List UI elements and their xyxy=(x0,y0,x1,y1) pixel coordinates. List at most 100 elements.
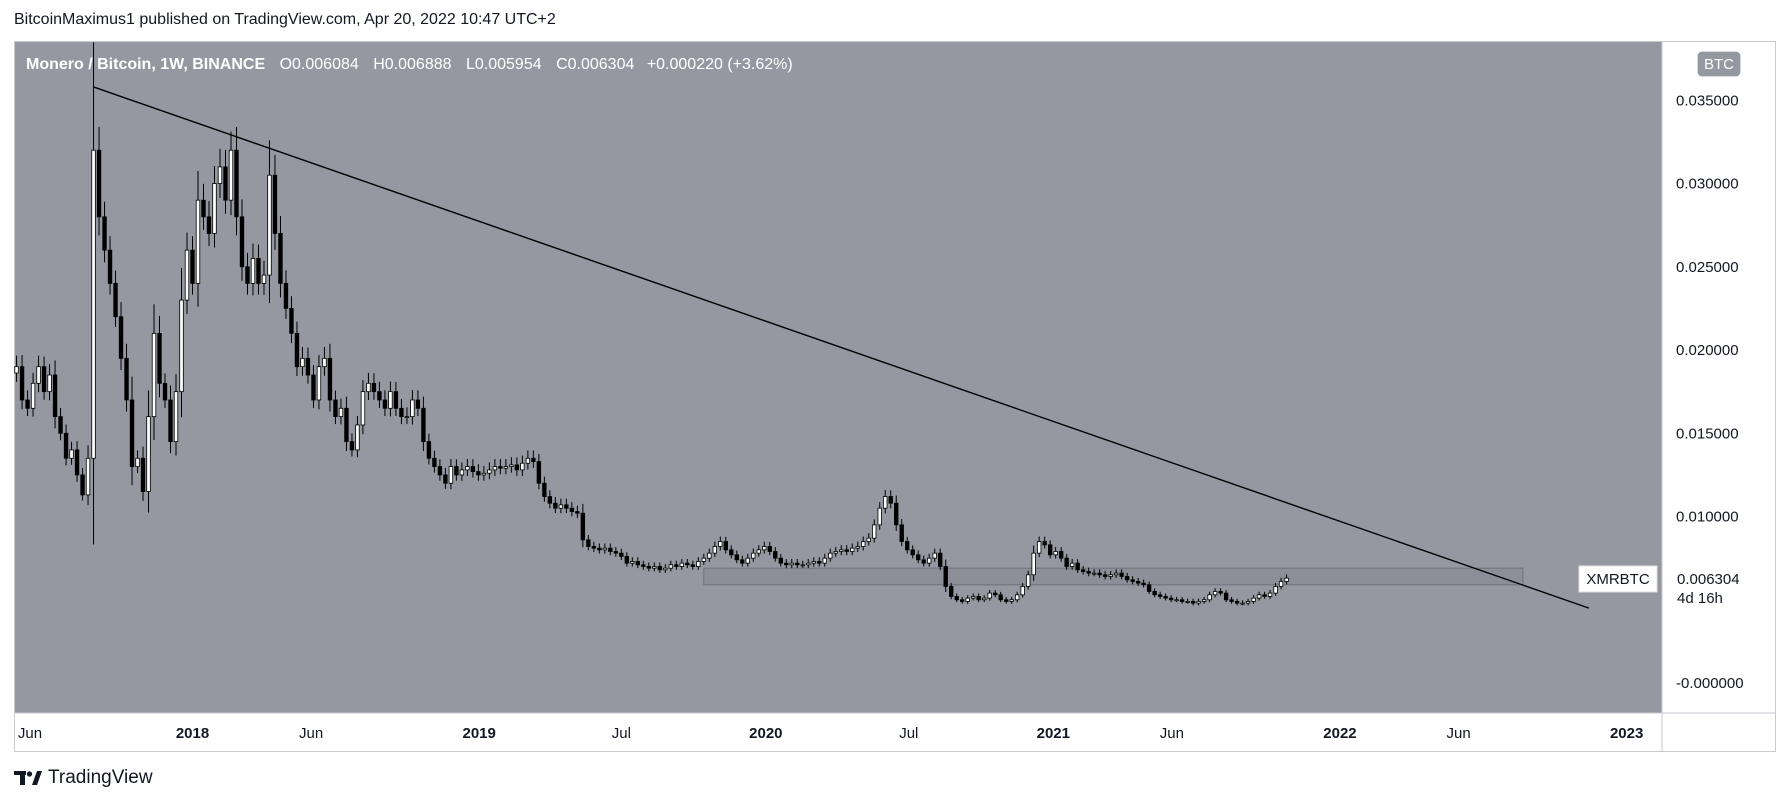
candle-body xyxy=(63,432,69,459)
candle xyxy=(591,541,597,552)
candle xyxy=(1218,588,1223,596)
candle-body xyxy=(938,552,943,567)
candle xyxy=(822,553,827,567)
candle xyxy=(1223,590,1229,603)
candle-body xyxy=(855,546,860,549)
candle-body xyxy=(1124,576,1130,581)
candle xyxy=(344,396,349,451)
candle xyxy=(272,154,278,250)
candle xyxy=(1064,554,1069,570)
candle xyxy=(899,519,904,547)
candle-body xyxy=(1091,572,1097,575)
candle xyxy=(877,502,882,530)
candle-body xyxy=(102,216,107,251)
candle xyxy=(690,560,695,570)
candle-body xyxy=(575,511,580,514)
candle-body xyxy=(767,546,772,552)
price-axis[interactable] xyxy=(1662,42,1775,713)
candle xyxy=(454,459,459,481)
candle-body xyxy=(1102,574,1108,577)
candle xyxy=(608,543,613,556)
candle-body xyxy=(833,551,838,554)
candle-body xyxy=(1256,594,1262,599)
candle xyxy=(377,381,382,408)
candle-body xyxy=(756,549,761,554)
candle xyxy=(657,562,663,573)
candle-body xyxy=(1278,581,1284,587)
candle-body xyxy=(272,174,278,234)
candle-body xyxy=(806,562,811,566)
candle xyxy=(756,545,761,557)
candle xyxy=(239,199,245,281)
candle xyxy=(162,373,168,408)
candle xyxy=(437,459,443,481)
candle-body xyxy=(811,561,816,564)
candle-body xyxy=(1042,541,1047,546)
candle xyxy=(982,595,987,603)
candle-body xyxy=(470,466,476,472)
legend-high-label: H xyxy=(373,56,385,73)
candle xyxy=(151,304,157,440)
candle xyxy=(855,541,860,552)
currency-badge[interactable]: BTC xyxy=(1696,50,1742,78)
candle xyxy=(828,548,833,562)
candle xyxy=(179,268,184,418)
candle xyxy=(168,385,173,454)
candle xyxy=(619,548,624,561)
candle-body xyxy=(564,504,569,509)
candle xyxy=(1262,591,1267,599)
legend-close-label: C xyxy=(556,56,568,73)
candle-body xyxy=(14,366,19,374)
candle-body xyxy=(388,391,393,409)
candle xyxy=(19,355,25,410)
candle-body xyxy=(1240,602,1245,605)
candle-body xyxy=(91,149,96,459)
candle xyxy=(1278,577,1284,590)
candle-body xyxy=(872,524,877,539)
candle-body xyxy=(663,567,668,571)
candle-body xyxy=(432,457,437,467)
candle xyxy=(476,464,481,481)
candle xyxy=(1168,595,1174,603)
plot-area[interactable] xyxy=(15,42,1662,713)
time-tick-label: 2023 xyxy=(1610,725,1643,742)
candle xyxy=(135,450,140,473)
candle xyxy=(679,558,684,570)
candle xyxy=(289,296,294,344)
candle xyxy=(503,459,509,475)
time-tick-label: Jun xyxy=(299,725,323,742)
candle-body xyxy=(635,561,641,566)
candle-body xyxy=(987,592,992,599)
candle-body xyxy=(1075,562,1080,571)
candle-body xyxy=(289,308,294,334)
time-tick-label: Jul xyxy=(899,725,918,742)
candle xyxy=(1031,545,1036,581)
candle-body xyxy=(927,557,932,564)
candle-body xyxy=(333,399,338,418)
candle-body xyxy=(1152,591,1157,596)
candle-body xyxy=(316,366,322,401)
candle-body xyxy=(509,464,514,467)
candle xyxy=(932,548,937,562)
descending-trendline[interactable] xyxy=(93,86,1590,609)
candle xyxy=(751,548,756,562)
legend-low-value: 0.005954 xyxy=(475,56,542,73)
candle xyxy=(762,541,767,554)
candle-body xyxy=(701,557,706,562)
candle xyxy=(778,553,783,567)
candle xyxy=(833,546,838,557)
candle-body xyxy=(536,461,542,484)
legend-low-label: L xyxy=(466,56,475,73)
candle xyxy=(927,553,932,567)
candle xyxy=(696,557,701,570)
candle xyxy=(338,398,344,425)
price-tick-label: 0.035000 xyxy=(1676,92,1739,109)
time-axis[interactable] xyxy=(15,713,1775,751)
publisher-caption: BitcoinMaximus1 published on TradingView… xyxy=(14,11,556,28)
candle xyxy=(1102,571,1108,580)
candle xyxy=(25,390,30,416)
candle xyxy=(663,564,668,574)
candle xyxy=(118,302,124,371)
candle xyxy=(36,355,41,393)
